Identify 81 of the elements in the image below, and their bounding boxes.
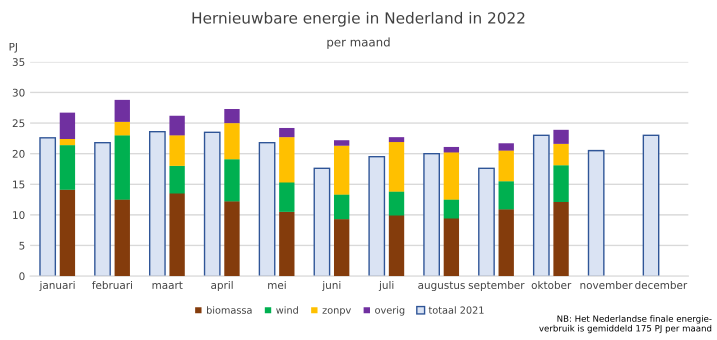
bar	[368, 156, 386, 276]
bar	[279, 182, 294, 212]
bar	[114, 200, 130, 276]
bar	[279, 212, 294, 276]
x-tick-label: januari	[39, 280, 75, 292]
x-tick-label: mei	[268, 280, 286, 290]
bar	[388, 137, 404, 142]
x-tick-label: juni	[322, 280, 340, 292]
bar	[60, 112, 76, 139]
y-tick-label: 5	[19, 242, 24, 250]
bar	[94, 142, 111, 276]
bar	[553, 144, 569, 166]
bar	[444, 146, 460, 152]
bar	[169, 116, 185, 136]
x-tick-label: oktober	[532, 280, 572, 290]
x-tick-label: december	[635, 280, 688, 290]
bar	[224, 123, 240, 160]
bar	[169, 166, 185, 194]
x-tick-label: april	[211, 280, 233, 292]
x-tick-label: augustus	[418, 282, 465, 292]
bar	[444, 152, 460, 200]
bar	[478, 168, 495, 276]
bar	[224, 109, 240, 124]
bar	[60, 190, 76, 276]
y-tick-label: 0	[19, 272, 25, 280]
bar	[114, 122, 130, 136]
bar	[423, 152, 440, 276]
legend-label: overig	[375, 306, 404, 316]
bar	[388, 192, 404, 216]
bar	[204, 132, 221, 276]
x-tick-label: maart	[152, 282, 183, 290]
bar	[553, 165, 569, 202]
bar	[224, 159, 240, 202]
x-tick-label: november	[580, 280, 633, 290]
bar	[498, 143, 514, 151]
bar	[388, 142, 404, 192]
bar	[588, 150, 605, 276]
y-tick-label: 10	[13, 211, 25, 219]
chart-title: Hernieuwbare energie in Nederland in 2022	[192, 12, 524, 27]
legend-label: totaal 2021	[428, 306, 484, 314]
bar	[224, 201, 240, 276]
legend-label: wind	[276, 306, 298, 314]
bar	[279, 128, 294, 138]
x-tick-label: februari	[92, 280, 132, 290]
bar	[553, 202, 569, 276]
bar	[169, 135, 185, 166]
bar	[642, 134, 660, 276]
bar	[334, 146, 350, 195]
y-tick-label: 35	[12, 58, 24, 66]
x-tick-label: juli	[378, 280, 394, 292]
text: NB: Het Nederlandse finale energie- verbruik is gemiddeld 175 PJ per maand	[539, 315, 712, 334]
bar	[553, 130, 569, 144]
bar	[258, 142, 276, 276]
bar	[60, 145, 76, 190]
bar	[498, 150, 514, 182]
y-tick-label: 25	[12, 119, 24, 128]
bar	[279, 137, 294, 182]
bar	[388, 215, 404, 276]
bar	[444, 200, 460, 219]
bar	[169, 193, 185, 276]
bar	[498, 209, 514, 276]
bar	[498, 181, 514, 210]
bar	[334, 194, 350, 220]
y-tick-label: 20	[12, 150, 25, 158]
y-tick-label: 15	[13, 180, 24, 188]
bar	[148, 130, 166, 276]
bar	[114, 135, 130, 200]
bar	[314, 168, 330, 276]
bar	[532, 134, 550, 276]
bar	[444, 218, 460, 276]
x-tick-label: september	[468, 280, 525, 292]
chart-subtitle: per maand	[327, 37, 390, 49]
bar	[60, 138, 76, 146]
bar	[39, 137, 56, 276]
bar	[334, 140, 350, 146]
legend-label: zonpv	[322, 308, 351, 316]
legend-label: biomassa	[207, 306, 252, 314]
y-tick-label: 30	[12, 88, 25, 97]
y-axis-title: PJ	[10, 42, 17, 53]
bar	[334, 219, 350, 276]
bar	[114, 100, 130, 122]
